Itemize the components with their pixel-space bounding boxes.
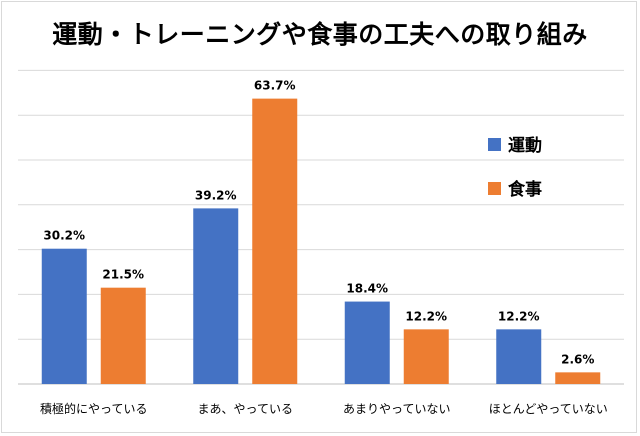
bar-運動-4: [496, 329, 542, 384]
legend-swatch-運動: [488, 138, 501, 151]
legend-label: 食事: [508, 179, 542, 200]
category-label: まあ、やっている: [198, 402, 293, 416]
data-label: 18.4%: [346, 282, 388, 296]
data-label: 12.2%: [405, 309, 447, 323]
bar-運動-1: [41, 248, 87, 384]
bar-運動-2: [193, 208, 239, 384]
category-label: あまりやっていない: [343, 402, 450, 416]
data-label: 30.2%: [43, 229, 85, 243]
bar-食事-2: [252, 98, 298, 385]
category-label: 積極的にやっている: [40, 401, 147, 416]
data-label: 63.7%: [254, 79, 296, 93]
legend-swatch-食事: [488, 182, 501, 195]
bar-食事-1: [100, 287, 146, 384]
chart-title: 運動・トレーニングや食事の工夫への取り組み: [52, 20, 588, 49]
data-label: 21.5%: [102, 268, 144, 282]
bar-食事-3: [403, 329, 449, 384]
data-label: 39.2%: [195, 188, 237, 202]
data-label: 2.6%: [561, 352, 594, 366]
category-label: ほとんどやっていない: [489, 402, 608, 416]
data-label: 12.2%: [498, 309, 540, 323]
legend-label: 運動: [508, 135, 542, 156]
bar-運動-3: [344, 301, 390, 384]
bar-食事-4: [555, 372, 601, 384]
